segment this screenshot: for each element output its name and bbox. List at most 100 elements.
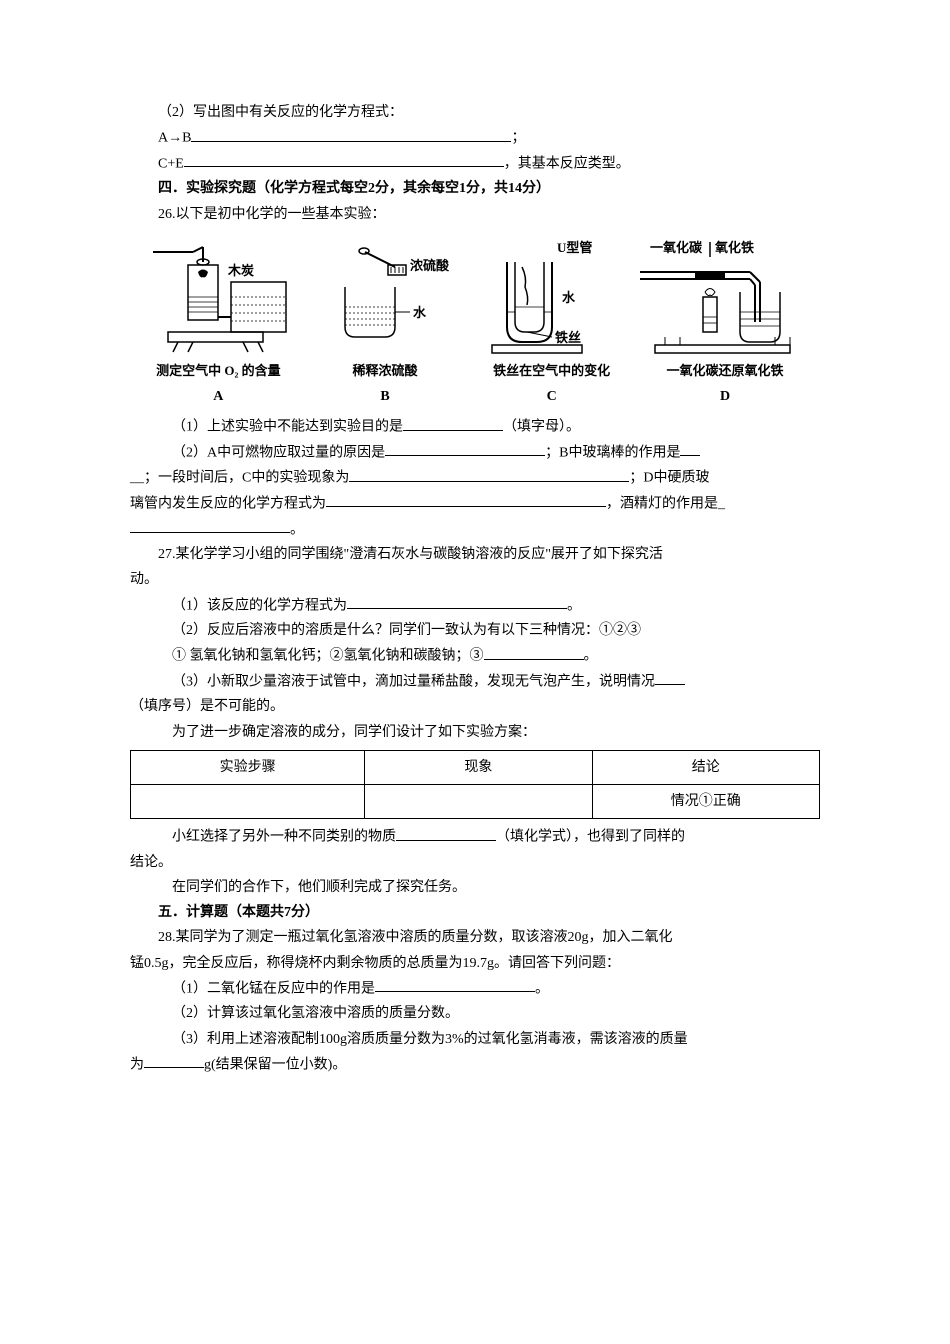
q28-p1-suffix: 。 [535,981,549,996]
q27-intro2: 动。 [130,567,820,592]
q26-p5-text: 。 [290,522,304,537]
q28-p4: 为 g(结果保留一位小数)。 [130,1052,820,1078]
q28-intro1: 28.某同学为了测定一瓶过氧化氢溶液中溶质的质量分数，取该溶液20g，加入二氧化 [130,925,820,950]
table-header-2: 现象 [365,750,592,784]
diagram-b-label2: 水 [413,305,427,320]
q2-line2: C+E ，其基本反应类型。 [130,151,820,177]
diagram-a-label: 木炭 [227,263,254,278]
q26-p1: （1）上述实验中不能达到实验目的是 （填字母）。 [130,414,820,440]
q26-p3-blank [349,465,629,481]
q27-p3-suffix: 。 [584,649,598,664]
q26-p4-suffix: ，酒精灯的作用是_ [606,496,725,511]
diagram-b-letter: B [302,384,469,409]
q27-p7-blank [396,824,496,840]
diagram-c-label3: 铁丝 [554,330,581,345]
table-header-3: 结论 [592,750,819,784]
q28-p4-suffix: g(结果保留一位小数)。 [204,1057,346,1072]
q28-p4-blank [144,1052,204,1068]
q26-p1-suffix: （填字母）。 [503,420,580,435]
diagram-d-label2: 氧化铁 [714,240,754,255]
q2-blank1 [191,125,511,141]
q26-p3-suffix: ；D中硬质玻 [629,471,709,486]
table-cell-3: 情况①正确 [592,785,819,819]
q28-p1-blank [375,976,535,992]
diagram-c-caption: 铁丝在空气中的变化 [468,359,635,382]
diagram-d-caption: 一氧化碳还原氧化铁 [635,359,815,382]
diagram-a-caption: 测定空气中 O₂ 的含量 [135,359,302,382]
q27-p6: 为了进一步确定溶液的成分，同学们设计了如下实验方案： [130,720,820,745]
table-cell-1 [131,785,365,819]
table-header-row: 实验步骤 现象 结论 [131,750,820,784]
diagram-b-svg: 浓硫酸 水 [315,237,455,357]
diagram-d-label1: 一氧化碳 [650,240,703,255]
diagram-c-letter: C [468,384,635,409]
q26-p2-prefix: （2）A中可燃物应取过量的原因是 [172,445,385,460]
q27-p3: ① 氢氧化钠和氢氧化钙；②氢氧化钠和碳酸钠；③ 。 [130,643,820,669]
diagram-b-caption: 稀释浓硫酸 [302,359,469,382]
q26-p3-prefix: __；一段时间后，C中的实验现象为 [130,471,349,486]
q27-p1: （1）该反应的化学方程式为 。 [130,593,820,619]
q26-p5-blank [130,517,290,533]
q27-p8: 结论。 [130,850,820,875]
diagram-a-letter: A [135,384,302,409]
q27-p7-suffix: （填化学式），也得到了同样的 [496,830,685,845]
q28-intro2: 锰0.5g，完全反应后，称得烧杯内剩余物质的总质量为19.7g。请回答下列问题： [130,951,820,976]
q27-p3-prefix: ① 氢氧化钠和氢氧化钙；②氢氧化钠和碳酸钠；③ [172,649,484,664]
q27-p4-blank [655,669,685,685]
diagram-d-letter: D [635,384,815,409]
q27-p1-blank [347,593,567,609]
q26-p3: __；一段时间后，C中的实验现象为 ；D中硬质玻 [130,465,820,491]
table-header-1: 实验步骤 [131,750,365,784]
q2-line1-suffix: ； [511,131,525,146]
diagram-b: 浓硫酸 水 稀释浓硫酸 B [302,237,469,410]
section5-title: 五．计算题（本题共7分） [130,900,820,925]
table-cell-2 [365,785,592,819]
q27-p4-prefix: （3）小新取少量溶液于试管中，滴加过量稀盐酸，发现无气泡产生，说明情况 [172,674,655,689]
table-row: 情况①正确 [131,785,820,819]
q26-intro: 26.以下是初中化学的一些基本实验： [130,202,820,227]
diagram-a-svg: 木炭 [143,237,293,357]
q27-p5: （填序号）是不可能的。 [130,694,820,719]
q26-p4-blank [326,491,606,507]
q27-p3-blank [484,643,584,659]
q2-line1-prefix: A→B [158,131,191,146]
q27-p1-suffix: 。 [567,598,581,613]
q27-p2: （2）反应后溶液中的溶质是什么？同学们一致认为有以下三种情况：①②③ [130,618,820,643]
q27-p7-prefix: 小红选择了另外一种不同类别的物质 [172,830,396,845]
q26-p4: 璃管内发生反应的化学方程式为 ，酒精灯的作用是_ [130,491,820,517]
q27-p1-prefix: （1）该反应的化学方程式为 [172,598,347,613]
q28-p4-prefix: 为 [130,1057,144,1072]
q27-p9: 在同学们的合作下，他们顺利完成了探究任务。 [130,875,820,900]
diagram-c: U型管 水 铁丝 铁丝在空气中的变化 C [468,237,635,410]
q26-p2-mid: ；B中玻璃棒的作用是 [545,445,680,460]
q26-p1-blank [403,414,503,430]
diagram-a: 木炭 测定空气中 O₂ 的含量 A [135,237,302,410]
q2-blank2 [184,151,504,167]
q27-p4: （3）小新取少量溶液于试管中，滴加过量稀盐酸，发现无气泡产生，说明情况 [130,669,820,695]
q2-line2-suffix: ，其基本反应类型。 [504,156,630,171]
diagram-c-label2: 水 [562,290,576,305]
q26-p2: （2）A中可燃物应取过量的原因是 ；B中玻璃棒的作用是 [130,440,820,466]
q28-p2: （2）计算该过氧化氢溶液中溶质的质量分数。 [130,1001,820,1026]
q27-table: 实验步骤 现象 结论 情况①正确 [130,750,820,819]
diagram-d-svg: 一氧化碳 氧化铁 [635,237,815,357]
q2-line2-prefix: C+E [158,156,184,171]
q26-p4-prefix: 璃管内发生反应的化学方程式为 [130,496,326,511]
diagram-c-label1: U型管 [557,240,592,255]
q26-p1-prefix: （1）上述实验中不能达到实验目的是 [172,420,403,435]
q27-intro1: 27.某化学学习小组的同学围绕"澄清石灰水与碳酸钠溶液的反应"展开了如下探究活 [130,542,820,567]
q26-p5: 。 [130,517,820,543]
q26-p2-blank1 [385,440,545,456]
q2-prompt: （2）写出图中有关反应的化学方程式： [130,100,820,125]
q28-p3: （3）利用上述溶液配制100g溶质质量分数为3%的过氧化氢消毒液，需该溶液的质量 [130,1027,820,1052]
q28-p1: （1）二氧化锰在反应中的作用是 。 [130,976,820,1002]
q27-p7: 小红选择了另外一种不同类别的物质 （填化学式），也得到了同样的 [130,824,820,850]
diagram-c-svg: U型管 水 铁丝 [477,237,627,357]
diagram-b-label1: 浓硫酸 [410,258,450,273]
q28-p1-prefix: （1）二氧化锰在反应中的作用是 [172,981,375,996]
q26-diagrams: 木炭 测定空气中 O₂ 的含量 A 浓硫酸 水 稀释浓硫酸 B [130,237,820,410]
diagram-d: 一氧化碳 氧化铁 一氧化碳还原氧化铁 D [635,237,815,410]
section4-title: 四．实验探究题（化学方程式每空2分，其余每空1分，共14分） [130,176,820,201]
q26-p2-blank2 [680,440,700,456]
q2-line1: A→B ； [130,125,820,151]
